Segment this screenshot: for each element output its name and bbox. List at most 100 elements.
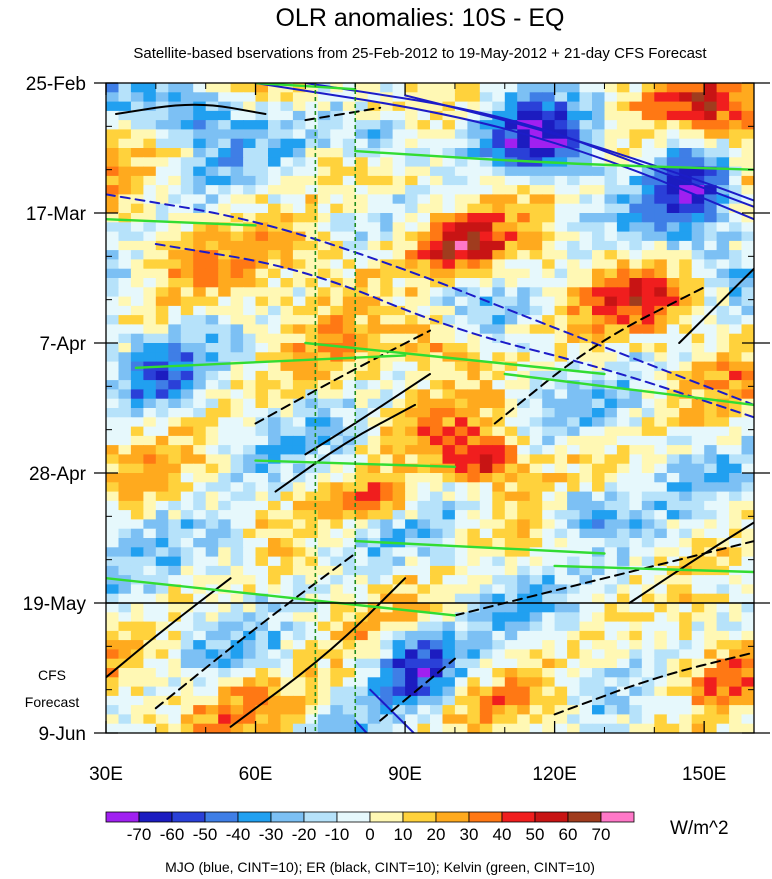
heatmap-cell: [380, 157, 394, 168]
heatmap-cell: [342, 454, 356, 465]
heatmap-cell: [679, 500, 693, 511]
heatmap-cell: [268, 129, 282, 140]
heatmap-cell: [579, 259, 593, 270]
heatmap-cell: [268, 268, 282, 279]
heatmap-cell: [741, 380, 754, 390]
heatmap-cell: [716, 677, 730, 688]
heatmap-cell: [130, 714, 144, 725]
heatmap-cell: [467, 705, 481, 715]
heatmap-cell: [442, 296, 456, 307]
heatmap-cell: [517, 398, 531, 409]
heatmap-cell: [392, 668, 406, 678]
heatmap-cell: [691, 417, 705, 428]
heatmap-cell: [592, 250, 606, 260]
heatmap-cell: [616, 547, 630, 558]
heatmap-cell: [579, 630, 593, 641]
heatmap-cell: [367, 500, 381, 511]
heatmap-cell: [130, 668, 144, 678]
heatmap-cell: [716, 621, 730, 632]
heatmap-cell: [592, 352, 606, 363]
heatmap-cell: [729, 120, 743, 130]
heatmap-cell: [380, 612, 394, 623]
heatmap-cell: [118, 445, 132, 455]
heatmap-cell: [616, 612, 630, 623]
heatmap-cell: [479, 686, 493, 697]
colorbar-label: -10: [325, 825, 350, 844]
heatmap-cell: [504, 658, 518, 669]
heatmap-cell: [143, 250, 157, 260]
heatmap-cell: [504, 250, 518, 260]
heatmap-cell: [243, 519, 257, 530]
heatmap-cell: [604, 278, 618, 288]
heatmap-cell: [392, 361, 406, 372]
heatmap-cell: [342, 584, 356, 595]
heatmap-cell: [454, 361, 468, 372]
heatmap-cell: [355, 148, 369, 158]
heatmap-cell: [741, 83, 754, 93]
heatmap-cell: [430, 278, 444, 288]
heatmap-cell: [317, 92, 331, 103]
heatmap-cell: [317, 222, 331, 233]
heatmap-cell: [442, 714, 456, 725]
heatmap-cell: [729, 231, 743, 242]
heatmap-cell: [230, 417, 244, 428]
mjo-contour: [154, 243, 754, 419]
heatmap-cell: [567, 695, 581, 706]
heatmap-cell: [492, 519, 506, 530]
heatmap-cell: [716, 175, 730, 186]
heatmap-cell: [616, 250, 630, 260]
heatmap-cell: [517, 213, 531, 223]
heatmap-cell: [155, 296, 169, 307]
heatmap-cell: [691, 426, 705, 437]
heatmap-cell: [691, 185, 705, 195]
heatmap-cell: [616, 435, 630, 446]
heatmap-cell: [392, 213, 406, 223]
heatmap-cell: [592, 714, 606, 725]
heatmap-cell: [542, 435, 556, 446]
heatmap-cell: [504, 92, 518, 103]
heatmap-cell: [654, 473, 668, 483]
heatmap-cell: [741, 491, 754, 502]
heatmap-cell: [567, 556, 581, 567]
heatmap-cell: [592, 389, 606, 400]
heatmap-cell: [454, 129, 468, 140]
heatmap-cell: [641, 538, 655, 548]
heatmap-cell: [392, 296, 406, 307]
heatmap-cell: [741, 500, 754, 511]
heatmap-cell: [268, 240, 282, 251]
heatmap-cell: [454, 296, 468, 307]
heatmap-cell: [168, 287, 182, 298]
heatmap-cell: [355, 584, 369, 595]
heatmap-cell: [554, 250, 568, 260]
heatmap-cell: [380, 240, 394, 251]
heatmap-cell: [255, 547, 269, 558]
heatmap-cell: [180, 185, 194, 195]
plot-frame: [105, 82, 755, 734]
heatmap-cell: [592, 510, 606, 520]
heatmap-cell: [741, 482, 754, 493]
heatmap-cell: [430, 361, 444, 372]
heatmap-cell: [255, 203, 269, 214]
heatmap-cell: [305, 426, 319, 437]
heatmap-cell: [691, 714, 705, 725]
heatmap-cell: [417, 120, 431, 130]
heatmap-cell: [430, 668, 444, 678]
heatmap-cell: [392, 658, 406, 669]
heatmap-cell: [317, 148, 331, 158]
heatmap-cell: [430, 426, 444, 437]
heatmap-cell: [106, 343, 120, 353]
heatmap-cell: [106, 677, 120, 688]
heatmap-cell: [467, 686, 481, 697]
heatmap-cell: [268, 695, 282, 706]
heatmap-cell: [504, 686, 518, 697]
heatmap-cell: [504, 185, 518, 195]
heatmap-cell: [492, 435, 506, 446]
heatmap-cell: [193, 630, 207, 641]
heatmap-cell: [741, 203, 754, 214]
heatmap-cell: [517, 417, 531, 428]
heatmap-cell: [641, 640, 655, 650]
heatmap-cell: [542, 352, 556, 363]
heatmap-cell: [118, 547, 132, 558]
heatmap-cell: [330, 538, 344, 548]
heatmap-cell: [130, 547, 144, 558]
